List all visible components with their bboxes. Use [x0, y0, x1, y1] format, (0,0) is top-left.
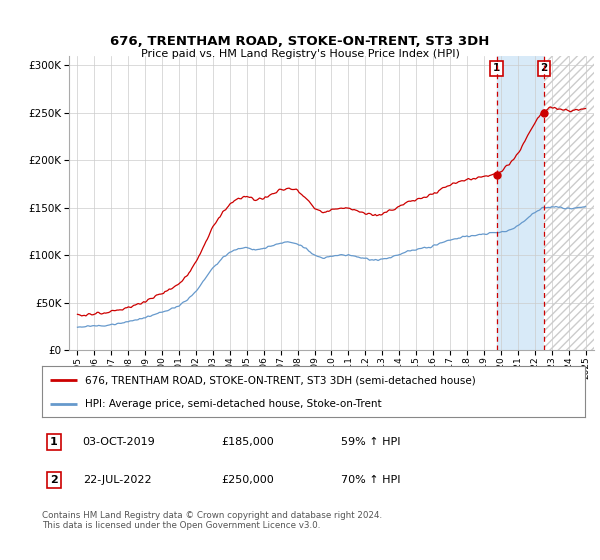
Text: 22-JUL-2022: 22-JUL-2022 [83, 475, 151, 486]
Text: 59% ↑ HPI: 59% ↑ HPI [341, 437, 400, 447]
Text: HPI: Average price, semi-detached house, Stoke-on-Trent: HPI: Average price, semi-detached house,… [85, 399, 382, 409]
Bar [497, 56, 544, 350]
Text: Contains HM Land Registry data © Crown copyright and database right 2024.
This d: Contains HM Land Registry data © Crown c… [42, 511, 382, 530]
Text: £185,000: £185,000 [221, 437, 274, 447]
Text: 2: 2 [50, 475, 58, 486]
Text: Price paid vs. HM Land Registry's House Price Index (HPI): Price paid vs. HM Land Registry's House … [140, 49, 460, 59]
Text: 70% ↑ HPI: 70% ↑ HPI [341, 475, 400, 486]
Text: 1: 1 [50, 437, 58, 447]
Text: 03-OCT-2019: 03-OCT-2019 [83, 437, 155, 447]
Bar [544, 56, 594, 350]
Bar [544, 56, 594, 350]
Text: 2: 2 [541, 63, 548, 73]
Text: 676, TRENTHAM ROAD, STOKE-ON-TRENT, ST3 3DH (semi-detached house): 676, TRENTHAM ROAD, STOKE-ON-TRENT, ST3 … [85, 375, 476, 385]
Text: 676, TRENTHAM ROAD, STOKE-ON-TRENT, ST3 3DH: 676, TRENTHAM ROAD, STOKE-ON-TRENT, ST3 … [110, 35, 490, 48]
Text: 1: 1 [493, 63, 500, 73]
Text: £250,000: £250,000 [221, 475, 274, 486]
